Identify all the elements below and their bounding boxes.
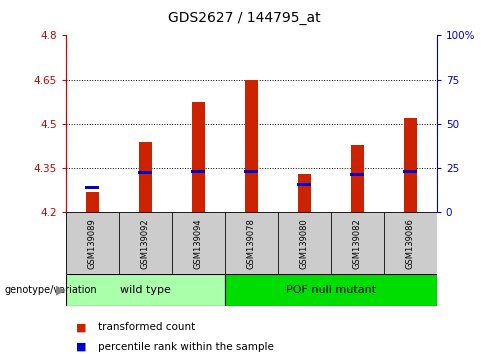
Bar: [331, 212, 384, 274]
Bar: [66, 274, 225, 306]
Text: GSM139089: GSM139089: [88, 218, 97, 269]
Text: percentile rank within the sample: percentile rank within the sample: [98, 342, 273, 352]
Bar: [297, 183, 311, 186]
Text: GSM139092: GSM139092: [141, 218, 150, 269]
Bar: [139, 142, 152, 212]
Bar: [191, 170, 205, 173]
Bar: [172, 212, 225, 274]
Bar: [119, 212, 172, 274]
Text: GDS2627 / 144795_at: GDS2627 / 144795_at: [168, 11, 320, 25]
Bar: [244, 80, 258, 212]
Text: GSM139080: GSM139080: [300, 218, 309, 269]
Bar: [403, 170, 417, 173]
Text: genotype/variation: genotype/variation: [5, 285, 98, 295]
Bar: [384, 212, 437, 274]
Bar: [244, 170, 258, 173]
Bar: [66, 212, 119, 274]
Bar: [225, 212, 278, 274]
Text: wild type: wild type: [120, 285, 171, 295]
Bar: [278, 212, 331, 274]
Bar: [139, 171, 152, 174]
Bar: [351, 144, 364, 212]
Bar: [298, 174, 311, 212]
Text: GSM139082: GSM139082: [353, 218, 362, 269]
Text: GSM139094: GSM139094: [194, 218, 203, 269]
Text: ▶: ▶: [56, 284, 66, 297]
Text: transformed count: transformed count: [98, 322, 195, 332]
Bar: [192, 102, 205, 212]
Bar: [404, 118, 417, 212]
Bar: [225, 274, 437, 306]
Bar: [86, 192, 99, 212]
Text: POF null mutant: POF null mutant: [286, 285, 376, 295]
Text: ■: ■: [76, 322, 86, 332]
Bar: [85, 186, 100, 189]
Text: ■: ■: [76, 342, 86, 352]
Bar: [350, 172, 364, 176]
Text: GSM139078: GSM139078: [247, 218, 256, 269]
Text: GSM139086: GSM139086: [406, 218, 415, 269]
